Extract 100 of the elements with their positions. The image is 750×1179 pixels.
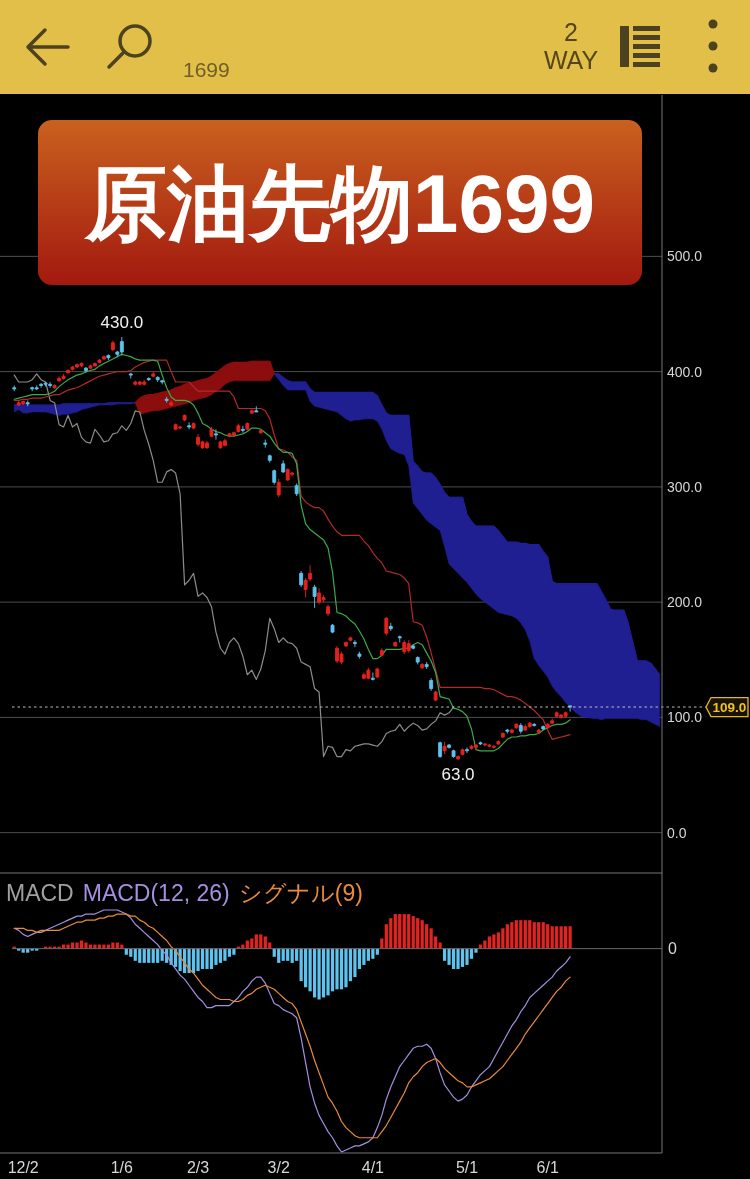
bar [344, 948, 348, 988]
candlestick [491, 744, 496, 749]
bar [353, 948, 357, 978]
bar [133, 948, 137, 961]
bar [151, 948, 155, 963]
candlestick [397, 635, 402, 643]
bar [447, 948, 451, 965]
bar [568, 926, 572, 949]
candlestick [375, 667, 380, 679]
candlestick [43, 381, 48, 388]
candlestick [258, 428, 263, 435]
bar [205, 948, 209, 969]
bar [501, 928, 505, 949]
candlestick [312, 584, 317, 609]
candlestick [420, 662, 425, 670]
bar [425, 924, 429, 949]
y-tick-label: 200.0 [667, 594, 703, 611]
candlestick [438, 741, 443, 759]
bar [281, 948, 285, 961]
bar [21, 948, 25, 953]
bar [250, 938, 254, 949]
bar [375, 948, 379, 955]
candlestick [496, 740, 501, 746]
candlestick [272, 469, 277, 486]
bar [218, 948, 223, 963]
candlestick [559, 713, 564, 719]
x-tick-label: 4/1 [361, 1159, 385, 1176]
candlestick [263, 439, 268, 449]
candlestick [353, 639, 357, 648]
y-tick-label: 100.0 [667, 709, 703, 726]
candlestick [52, 383, 57, 390]
candlestick [465, 746, 469, 754]
candlestick [173, 423, 178, 431]
candlestick [245, 421, 250, 431]
candlestick [209, 426, 214, 438]
bar [232, 948, 236, 955]
text: WAY [543, 46, 599, 74]
bar [496, 932, 500, 949]
bar [209, 948, 214, 969]
bar [335, 948, 339, 990]
candlestick [169, 399, 174, 407]
candlestick [39, 382, 44, 389]
chart-subtitle: 1699 [183, 58, 230, 81]
bar [129, 948, 133, 957]
bar [555, 926, 559, 949]
bar [523, 920, 527, 949]
bar [321, 948, 326, 998]
candlestick [218, 440, 223, 450]
bar [214, 948, 218, 965]
candlestick [236, 423, 241, 434]
candlestick [164, 396, 169, 404]
candlestick [415, 655, 420, 665]
candlestick [128, 372, 133, 379]
candlestick [456, 754, 460, 761]
candlestick [402, 639, 407, 655]
candlestick [505, 728, 510, 734]
candlestick [267, 454, 272, 464]
candlestick [357, 651, 362, 660]
candlestick [142, 379, 147, 386]
candlestick [34, 385, 39, 391]
bar [371, 948, 375, 959]
candlestick [460, 748, 465, 756]
candlestick [227, 432, 232, 438]
bar [290, 948, 294, 963]
candlestick [545, 722, 550, 730]
candlestick [554, 711, 559, 718]
bar [156, 948, 160, 963]
candlestick [370, 672, 375, 681]
candlestick [536, 728, 541, 734]
candlestick [151, 371, 156, 378]
candlestick [393, 640, 398, 648]
candlestick [294, 482, 299, 497]
candlestick [119, 336, 124, 356]
series-label: MACD(12, 26) [82, 880, 230, 906]
legend-title: MACD [6, 880, 74, 906]
bar [550, 926, 554, 949]
annotation: 430.0 [100, 313, 144, 333]
candlestick [518, 722, 523, 734]
candlestick [366, 667, 371, 680]
annotation: 63.0 [441, 765, 475, 785]
candlestick [344, 640, 348, 648]
candlestick [79, 361, 84, 368]
candlestick [21, 399, 26, 406]
bar [492, 934, 496, 949]
x-tick-label: 12/2 [7, 1159, 39, 1176]
candlestick [106, 353, 111, 361]
candlestick [146, 376, 151, 382]
bar [411, 916, 415, 949]
text: 原油先物1699 [82, 157, 596, 249]
candlestick [429, 677, 434, 692]
bar [259, 934, 263, 949]
candlestick [160, 379, 165, 385]
bar [564, 926, 568, 949]
candlestick [388, 622, 393, 632]
candlestick [433, 690, 438, 702]
bar [339, 948, 344, 990]
candlestick [254, 405, 259, 413]
candlestick [25, 399, 30, 407]
bar [460, 948, 465, 967]
candlestick [70, 365, 75, 371]
